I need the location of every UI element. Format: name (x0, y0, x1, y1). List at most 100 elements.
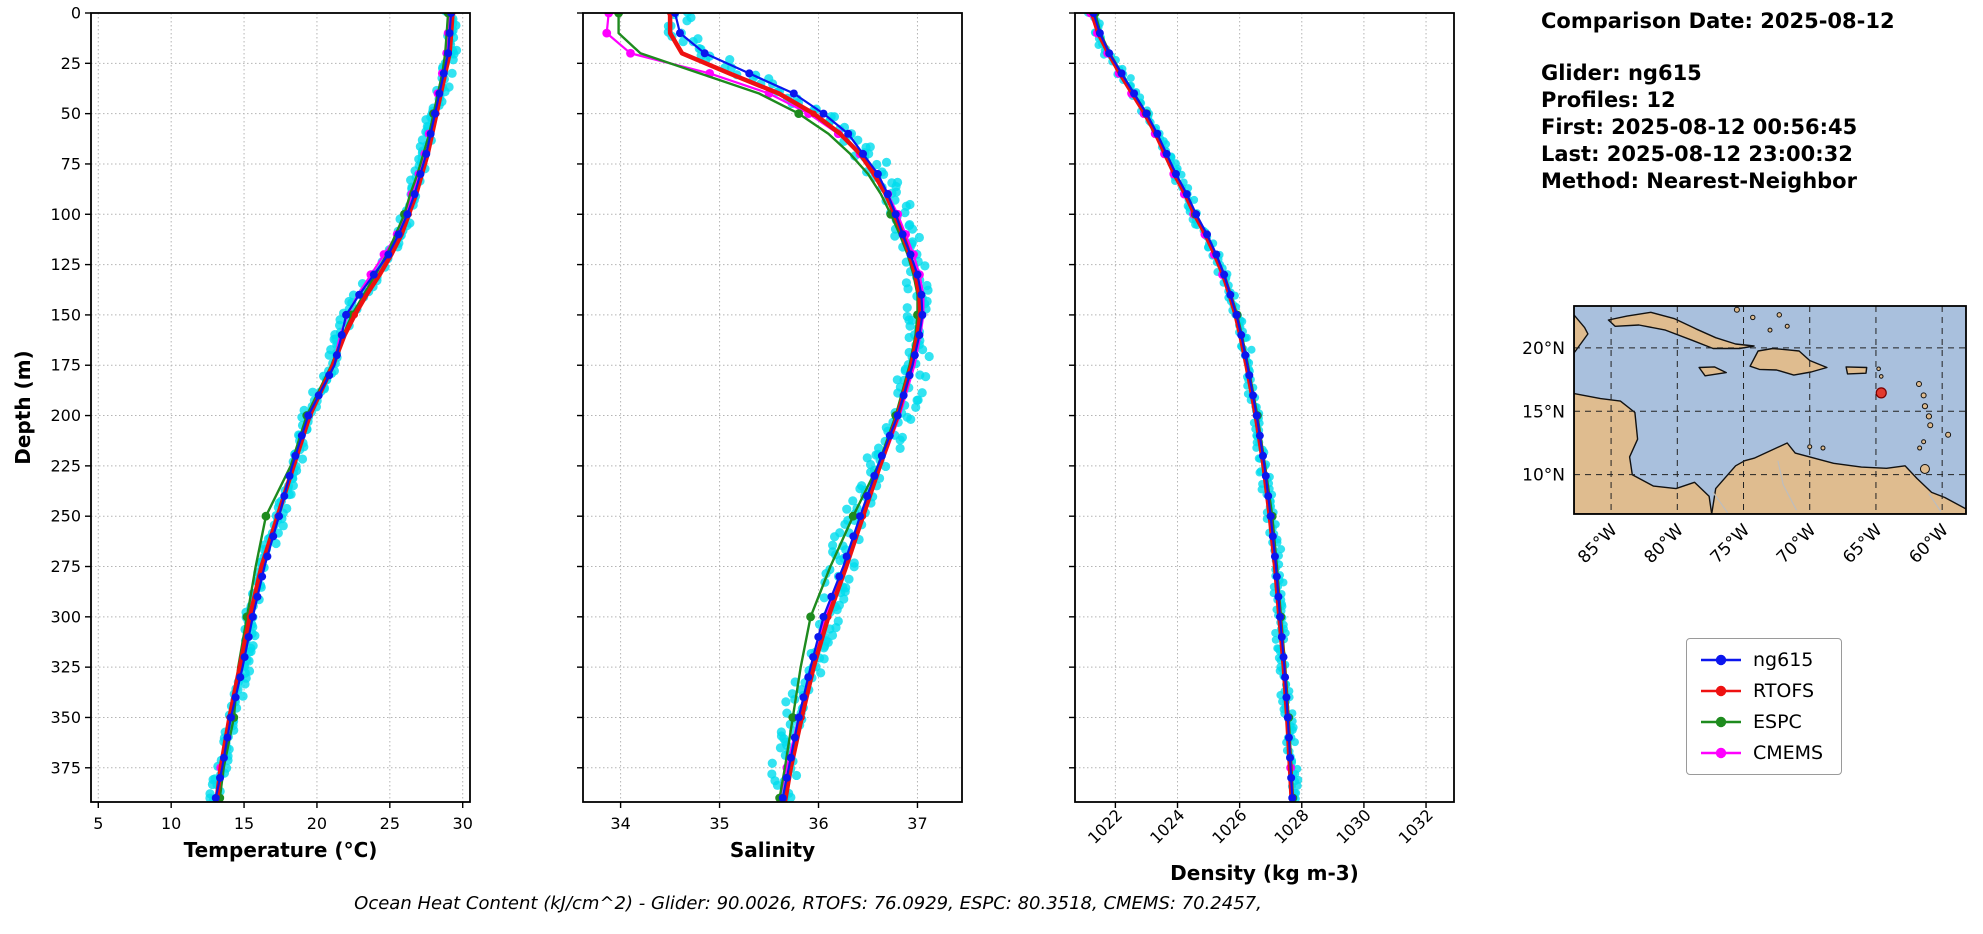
legend-label-ng615: ng615 (1753, 649, 1814, 671)
svg-text:250: 250 (50, 507, 81, 526)
legend-item-CMEMS: CMEMS (1699, 743, 1823, 763)
map-land-central-america (1574, 314, 1713, 514)
series-ESPC-markers (215, 13, 453, 802)
series-ng615-markers (1089, 13, 1297, 802)
svg-text:200: 200 (50, 406, 81, 425)
subplot-2-grid (1075, 12, 1454, 802)
series-RTOFS-line (214, 13, 455, 802)
series-CMEMS-markers (1086, 13, 1295, 773)
series-CMEMS-markers (602, 13, 924, 773)
subplot-2-series (1083, 13, 1303, 802)
map-island (1767, 327, 1773, 333)
subplot-0-series (205, 13, 462, 802)
map-island (1925, 413, 1933, 420)
legend-item-ESPC: ESPC (1699, 712, 1823, 732)
svg-text:100: 100 (50, 205, 81, 224)
svg-text:50: 50 (61, 104, 81, 123)
svg-text:1022: 1022 (1084, 805, 1126, 847)
series-ESPC-markers (1090, 13, 1298, 802)
svg-text:20°N: 20°N (1522, 339, 1565, 359)
svg-text:0: 0 (71, 4, 81, 23)
svg-text:325: 325 (50, 658, 81, 677)
subplot-2-spines (1074, 12, 1455, 803)
last-profile-text: Last: 2025-08-12 23:00:32 (1541, 142, 1853, 166)
svg-text:35: 35 (709, 814, 729, 833)
subplot-0-spines (90, 12, 471, 803)
legend-item-RTOFS: RTOFS (1699, 681, 1823, 701)
series-ng615-markers (671, 13, 927, 802)
svg-text:75°W: 75°W (1707, 520, 1754, 567)
svg-text:34: 34 (610, 814, 630, 833)
subplot-0: 5 10 15 20 25 3002550751001251501752002252502… (11, 4, 473, 863)
map-island (1927, 422, 1934, 429)
map-land-cuba (1607, 311, 1755, 350)
svg-text:85°W: 85°W (1574, 520, 1621, 567)
svg-text:37: 37 (907, 814, 927, 833)
series-ESPC-markers (614, 13, 922, 802)
subplot-1-series (602, 13, 934, 802)
map-inset: 20°N 15°N 10°N 85°W 80°W 75°W 70°W 65°W 60°W (1522, 305, 1967, 568)
series-glider-raw-scatter (1083, 13, 1303, 802)
map-graticule (1574, 306, 1966, 514)
map-island (1776, 312, 1782, 318)
legend: ng615 RTOFS ESPC CMEMS (1686, 638, 1843, 775)
series-ng615-markers (211, 13, 456, 802)
legend-marker-ng615 (1701, 654, 1741, 666)
svg-text:275: 275 (50, 557, 81, 576)
series-RTOFS-markers (226, 13, 456, 721)
series-ng615-line (213, 13, 453, 802)
svg-text:30: 30 (453, 814, 473, 833)
svg-text:15: 15 (234, 814, 254, 833)
svg-text:1030: 1030 (1333, 805, 1375, 847)
first-profile-text: First: 2025-08-12 00:56:45 (1541, 115, 1858, 139)
svg-text:125: 125 (50, 255, 81, 274)
map-land-jamaica (1698, 366, 1728, 377)
svg-text:20: 20 (307, 814, 327, 833)
svg-text:350: 350 (50, 708, 81, 727)
map-island (1921, 439, 1927, 445)
subplot-0-axis-labels: 5 10 15 20 25 3002550751001251501752002252502… (11, 4, 473, 863)
map-island (1878, 374, 1884, 379)
map-island (1921, 403, 1929, 410)
svg-text:1032: 1032 (1395, 805, 1437, 847)
glider-location-marker (1875, 387, 1887, 399)
svg-text:175: 175 (50, 356, 81, 375)
svg-text:80°W: 80°W (1640, 520, 1687, 567)
svg-text:300: 300 (50, 607, 81, 626)
series-ESPC-line (1093, 13, 1295, 802)
svg-text:5: 5 (93, 814, 103, 833)
svg-text:25: 25 (380, 814, 400, 833)
info-panel: Comparison Date: 2025-08-12 Glider: ng61… (1541, 8, 1895, 195)
profiles-count-text: Profiles: 12 (1541, 88, 1676, 112)
depth-axis-label: Depth (m) (11, 350, 35, 464)
series-ESPC-line (617, 13, 919, 802)
series-ng615-line (1092, 13, 1294, 802)
map-island (1917, 445, 1923, 451)
legend-marker-ESPC (1701, 716, 1741, 728)
subplot-2-xlabel: Density (kg m-3) (1170, 861, 1359, 885)
glider-name-text: Glider: ng615 (1541, 61, 1702, 85)
svg-text:150: 150 (50, 305, 81, 324)
svg-text:375: 375 (50, 758, 81, 777)
svg-text:225: 225 (50, 456, 81, 475)
map-island (1945, 431, 1952, 438)
legend-item-ng615: ng615 (1699, 650, 1823, 670)
svg-text:10: 10 (161, 814, 181, 833)
svg-text:75: 75 (61, 154, 81, 173)
subplot-1-xlabel: Salinity (730, 838, 815, 862)
map-country-border (1712, 492, 1729, 514)
info-gap (1541, 35, 1895, 60)
subplot-1-axis-labels: 34 35 36 37 Salinity (577, 12, 928, 862)
method-text: Method: Nearest-Neighbor (1541, 169, 1857, 193)
map-land-puerto-rico (1845, 366, 1868, 375)
legend-label-CMEMS: CMEMS (1753, 742, 1824, 764)
series-ESPC-line (218, 13, 450, 802)
svg-text:60°W: 60°W (1905, 520, 1952, 567)
svg-text:65°W: 65°W (1839, 520, 1886, 567)
svg-text:15°N: 15°N (1522, 402, 1565, 422)
map-island (1733, 306, 1740, 313)
svg-text:1028: 1028 (1270, 805, 1312, 847)
svg-text:1024: 1024 (1146, 805, 1188, 847)
